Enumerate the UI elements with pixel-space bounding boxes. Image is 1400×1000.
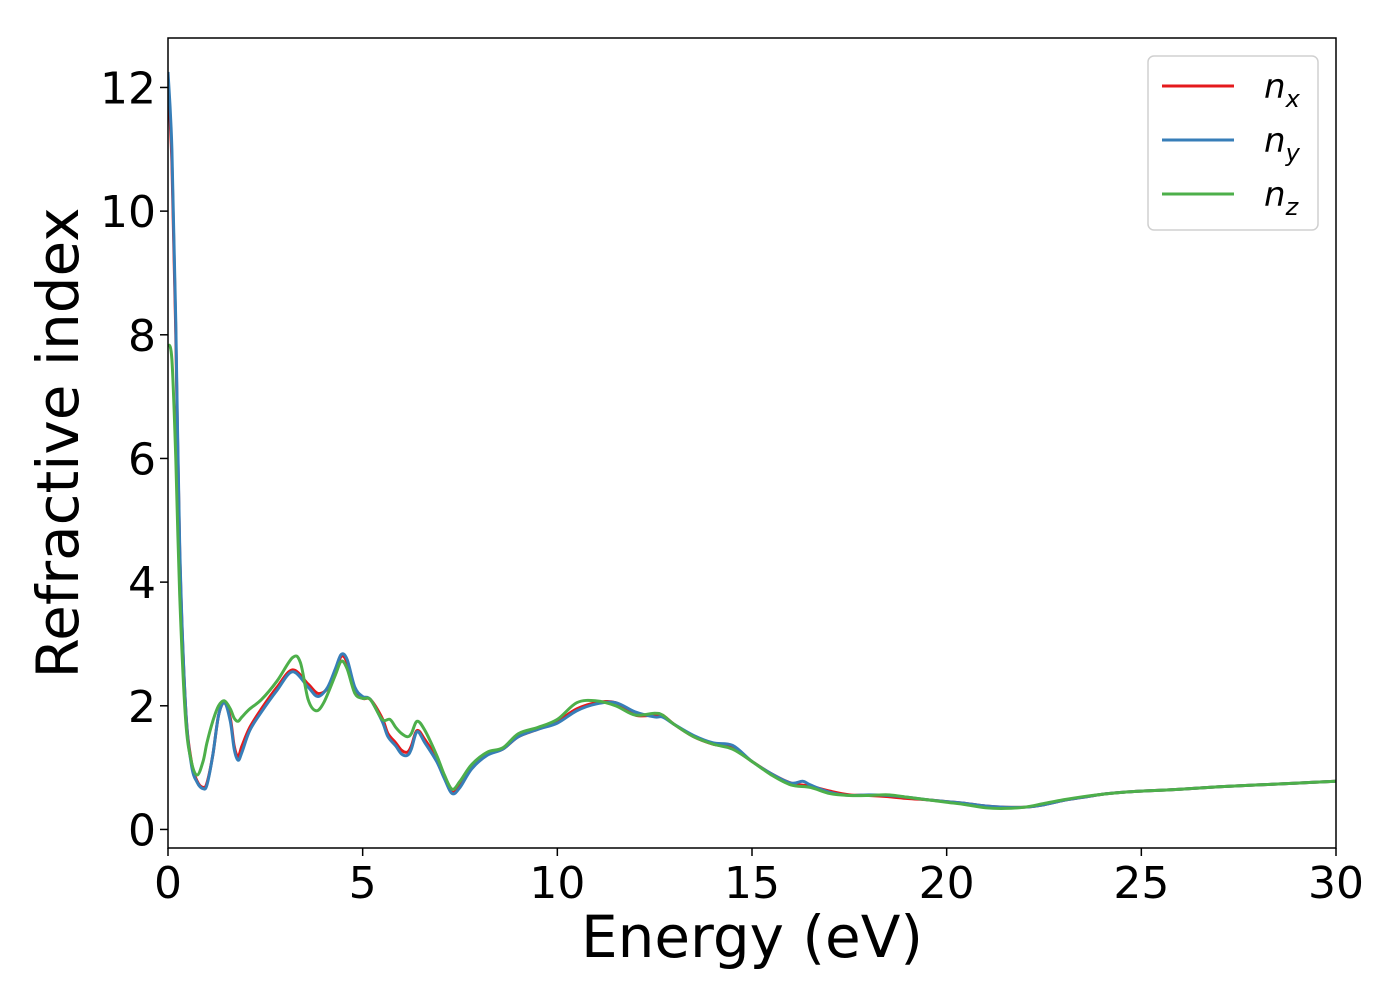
x-tick-label: 5 — [349, 858, 377, 909]
y-axis-title: Refractive index — [24, 207, 92, 678]
series-line-z — [168, 343, 1336, 810]
x-tick-label: 10 — [529, 858, 585, 909]
x-axis-title: Energy (eV) — [581, 903, 923, 971]
y-tick-label: 0 — [128, 805, 156, 856]
x-tick-label: 15 — [724, 858, 780, 909]
x-tick-label: 20 — [919, 858, 975, 909]
legend-label-y: ny — [1264, 121, 1301, 167]
legend: nx ny nz — [1147, 55, 1319, 231]
series-layer — [168, 71, 1336, 810]
legend-label-z: nz — [1264, 175, 1300, 221]
y-axis-ticks: 0 2 4 6 8 10 12 — [100, 63, 168, 856]
y-tick-label: 10 — [100, 187, 156, 238]
x-tick-label: 25 — [1113, 858, 1169, 909]
x-axis-ticks: 0 5 10 15 20 25 30 — [154, 848, 1364, 909]
y-tick-label: 12 — [100, 63, 156, 114]
legend-label-x: nx — [1264, 67, 1301, 113]
y-tick-label: 4 — [128, 558, 156, 609]
y-tick-label: 8 — [128, 311, 156, 362]
legend-box — [1147, 55, 1319, 231]
y-tick-label: 2 — [128, 682, 156, 733]
y-tick-label: 6 — [128, 434, 156, 485]
x-tick-label: 0 — [154, 858, 182, 909]
x-tick-label: 30 — [1308, 858, 1364, 909]
